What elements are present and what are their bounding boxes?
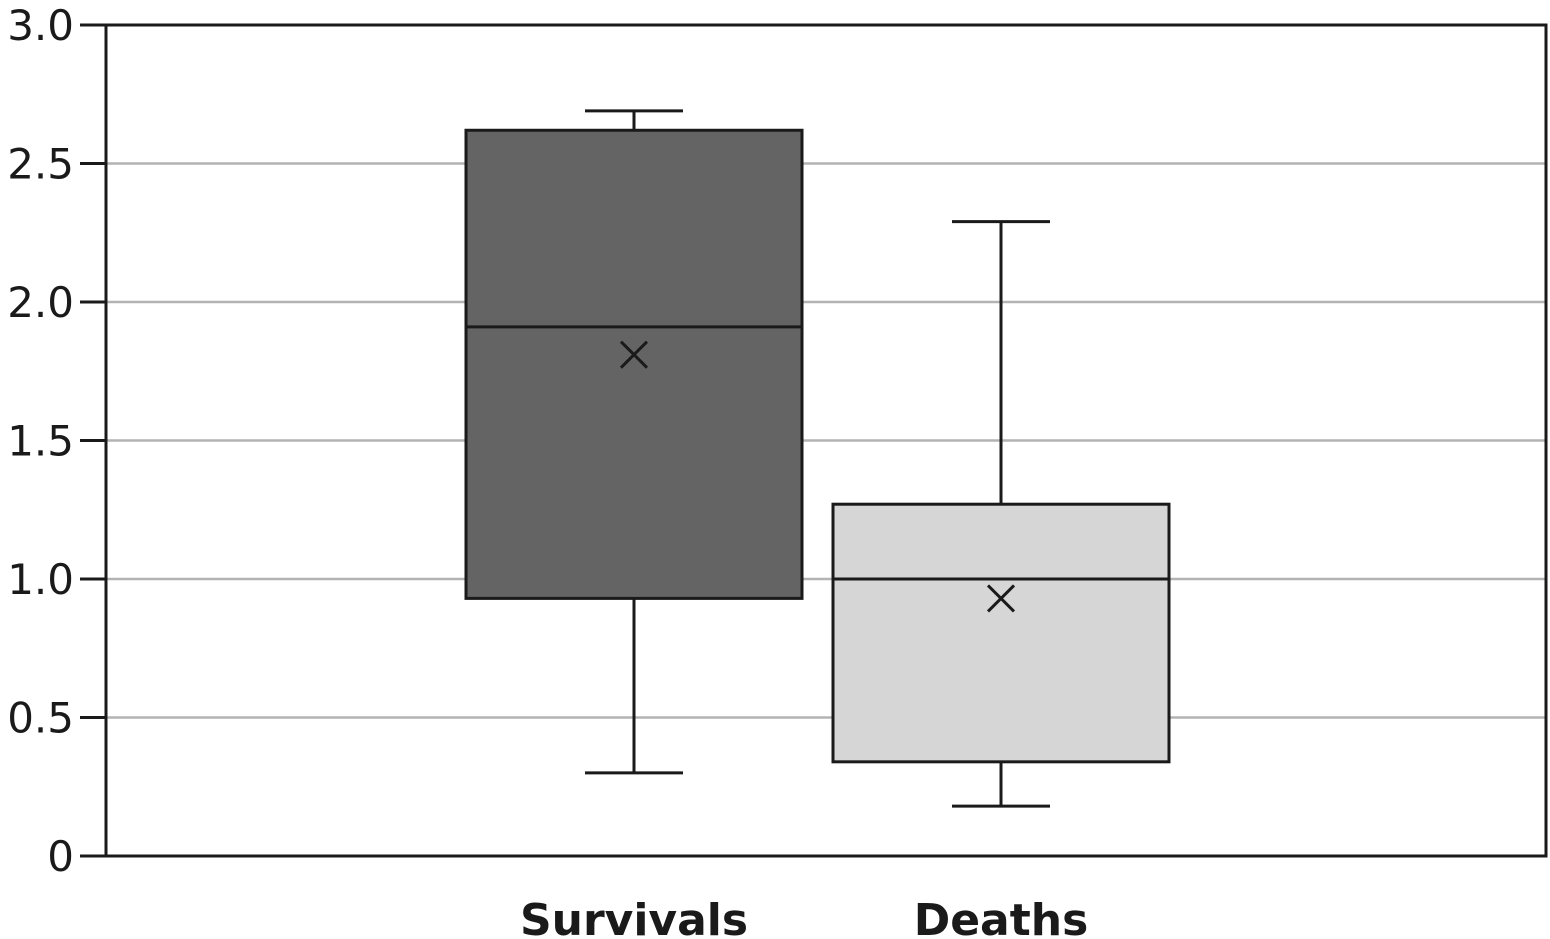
iqr-box [464, 128, 804, 600]
gridlines [106, 162, 1546, 719]
box-deaths [831, 220, 1171, 808]
x-category-label: Deaths [914, 895, 1089, 939]
plot-frame [104, 23, 1548, 858]
mean-marker [986, 584, 1016, 613]
y-tick-label: 1.5 [7, 417, 74, 466]
iqr-box [831, 502, 1171, 764]
boxes [464, 109, 1171, 808]
y-tick-label: 1.0 [7, 555, 74, 604]
y-tick-label: 2.0 [7, 278, 74, 327]
x-axis-categories: Survivals Deaths [520, 895, 1088, 939]
mean-marker [619, 340, 649, 369]
box-survivals [464, 109, 804, 775]
y-axis-ticks: 0 0.5 1.0 1.5 2.0 2.5 3.0 [7, 1, 106, 881]
y-tick-label: 0.5 [7, 694, 74, 743]
y-tick-label: 2.5 [7, 140, 74, 189]
y-tick-label: 3.0 [7, 1, 74, 50]
y-tick-label: 0 [47, 832, 74, 881]
x-category-label: Survivals [520, 895, 748, 939]
